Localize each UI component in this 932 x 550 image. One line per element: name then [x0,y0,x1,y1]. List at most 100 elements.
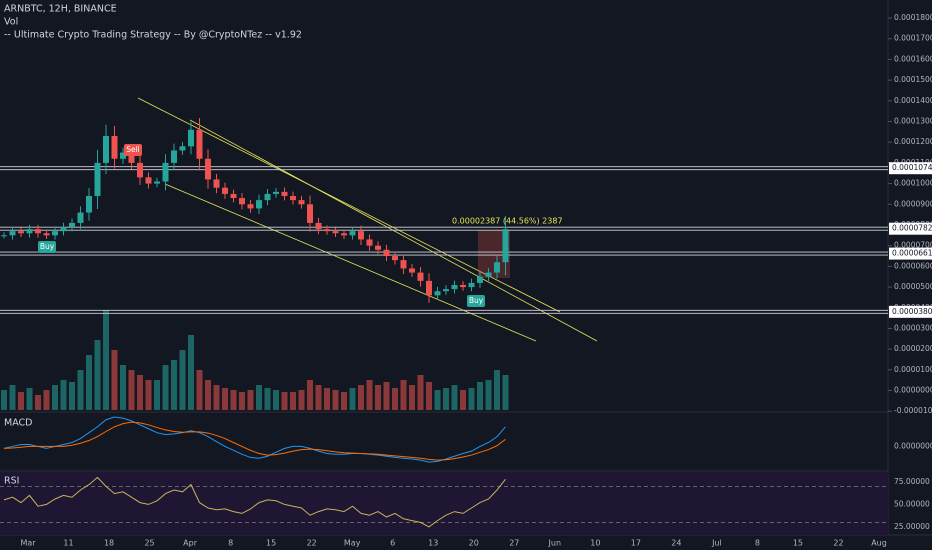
volume-bar [179,350,186,410]
volume-bar [281,392,288,410]
x-tick-label: 15 [793,539,803,548]
candle [290,195,296,201]
candle [196,129,203,159]
y-tick-label: 0.00005000 [894,282,932,291]
candle [230,193,237,199]
candle [120,152,126,159]
volume-bar [145,380,152,410]
candle [18,231,24,234]
candle [502,229,509,263]
candle [375,245,381,250]
candle [426,280,432,296]
candle [392,256,398,261]
volume-bar [239,392,245,410]
y-tick-label: 75.00000 [894,477,930,486]
rsi-background [0,472,888,535]
volume-bar [264,388,271,410]
level-label-box [889,305,932,318]
x-tick-label: 27 [509,539,519,548]
volume-bar [18,392,24,410]
y-tick-label: 0.00016000 [894,54,932,63]
volume-bar [290,392,296,410]
candle [273,191,279,194]
level-label-box [889,222,932,235]
volume-bar [417,375,424,410]
candle [188,129,194,147]
candle [205,158,211,180]
candle [468,282,475,288]
volume-bar [468,388,475,410]
candle [69,222,75,228]
y-tick-label: 0.00006000 [894,261,932,270]
signal-box [124,144,142,156]
x-tick-label: Apr [183,539,198,548]
candle [239,198,245,205]
signal-box [467,295,485,307]
candle [417,272,424,281]
macd-line [3,416,506,463]
candle [103,135,109,163]
x-tick-label: 8 [755,539,760,548]
signal-label: Sell [126,145,140,154]
volume-bar [94,340,101,410]
volume-bar [213,385,220,410]
volume-bar [171,360,177,410]
y-tick-label: -0.00001000 [894,406,932,415]
candle [9,231,16,236]
candle [77,212,84,223]
x-tick-label: 11 [63,539,73,548]
volume-bar [230,390,237,410]
x-tick-label: Mar [20,539,36,548]
candle [460,284,466,288]
volume-bar [247,390,254,410]
candle [434,291,441,296]
candle [145,177,152,184]
rsi-title: RSI [4,476,19,487]
candle [171,150,177,163]
signal-label: Buy [469,296,484,305]
y-tick-label: 50.00000 [894,499,930,508]
y-tick-label: 0.00010000 [894,179,932,188]
candle [281,191,288,196]
volume-bar [341,392,347,410]
candle [324,229,330,232]
candle [264,193,271,201]
candle [477,276,483,283]
candle [1,235,7,237]
volume-bar [443,388,449,410]
candle [222,187,228,194]
candle [43,233,50,236]
y-tick-label: 0.00018000 [894,13,932,22]
x-tick-label: Jul [711,539,722,548]
volume-bar [103,310,109,410]
candle [35,229,41,234]
candle [349,231,356,236]
candle [451,284,458,290]
volume-bar [188,335,194,410]
y-tick-label: 0.00002000 [894,344,932,353]
y-tick-label: 0.00000000 [894,386,932,395]
volume-bar [332,390,339,410]
volume-bar [162,365,169,410]
volume-bar [154,380,160,410]
channel-line [164,183,537,342]
candle [26,229,33,234]
x-tick-label: 13 [428,539,438,548]
macd-title: MACD [4,418,32,429]
y-tick-label: 25.00000 [894,522,930,531]
y-tick-label: 0.00001000 [894,365,932,374]
volume-bar [111,350,118,410]
candle [332,231,339,234]
volume-bar [69,382,75,410]
candle [315,222,322,230]
rsi-line [3,476,506,528]
candle [494,262,500,273]
volume-bar [400,380,407,410]
volume-bar [60,380,67,410]
volume-bar [128,370,135,410]
candle [60,227,67,232]
volume-bar [222,388,228,410]
volume-bar [426,382,432,410]
